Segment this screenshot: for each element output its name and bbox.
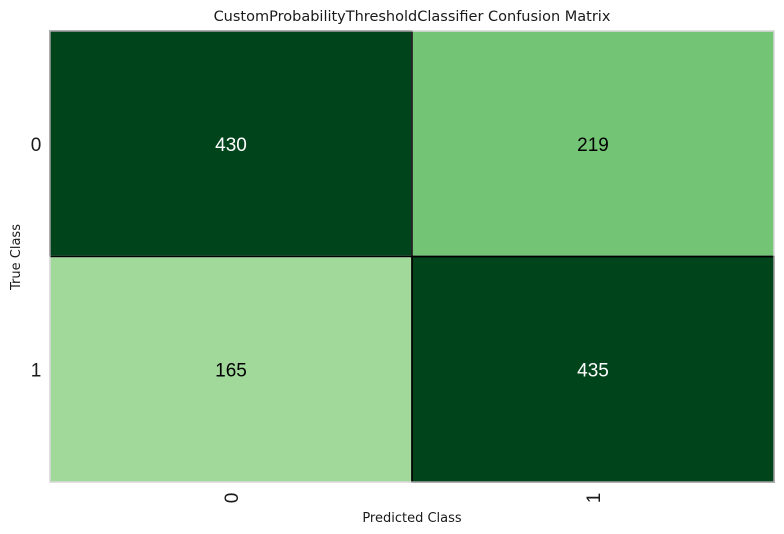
cell-value-r0-c1: 219 (577, 135, 609, 156)
plot-area-border (49, 30, 775, 483)
heatmap-cell-labels: 430 219 165 435 (215, 135, 609, 382)
chart-title: CustomProbabilityThresholdClassifier Con… (214, 9, 611, 25)
x-axis-label: Predicted Class (362, 511, 462, 526)
x-tick-label: 1 (584, 493, 605, 504)
heatmap-cell-r1-c1 (411, 255, 775, 483)
cell-value-r0-c0: 430 (215, 135, 247, 156)
y-axis-label: True Class (9, 224, 24, 291)
heatmap-cell-r0-c0 (49, 30, 413, 258)
y-tick-label: 1 (31, 360, 42, 381)
cell-value-r1-c1: 435 (577, 360, 609, 381)
heatmap-cell-r1-c0 (49, 255, 413, 483)
x-tick-label: 0 (222, 493, 243, 504)
heatmap-cells (49, 30, 775, 483)
cell-value-r1-c0: 165 (215, 360, 247, 381)
y-tick-label: 0 (31, 135, 42, 156)
y-axis-tick-labels: 01 (31, 135, 42, 382)
